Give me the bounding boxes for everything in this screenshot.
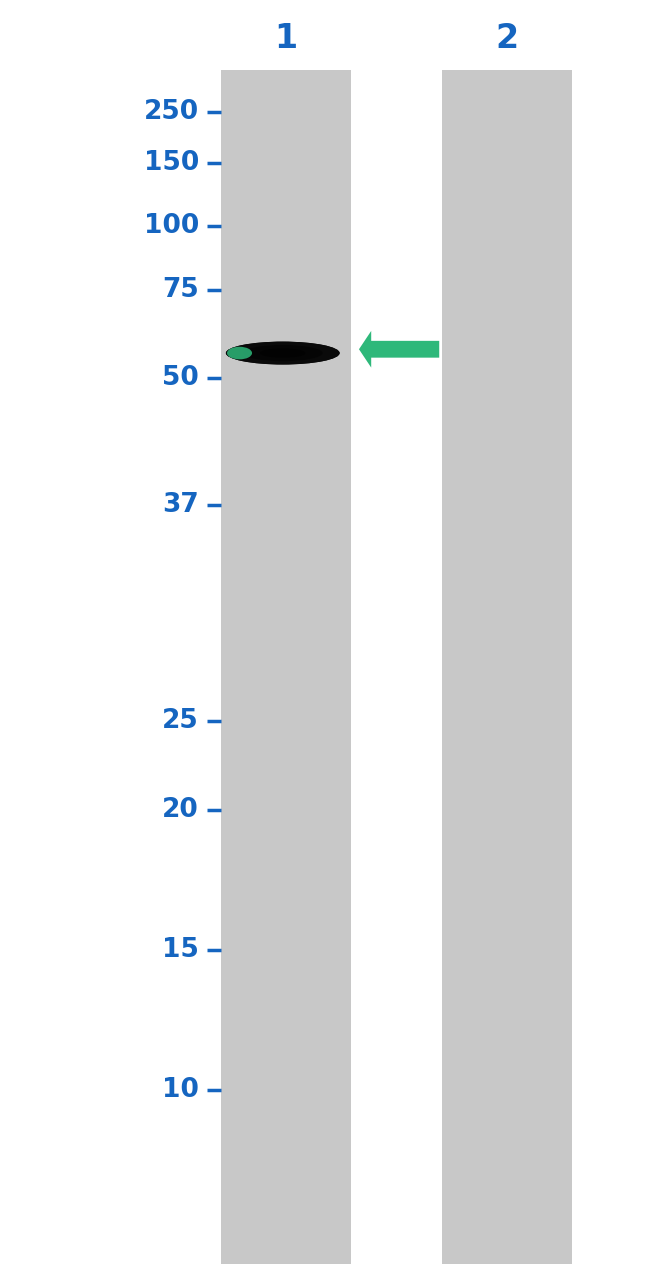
Text: 25: 25 bbox=[162, 709, 199, 734]
Bar bbox=[442, 70, 572, 1264]
Ellipse shape bbox=[227, 347, 252, 359]
Text: 100: 100 bbox=[144, 213, 199, 239]
Text: 10: 10 bbox=[162, 1077, 199, 1102]
Ellipse shape bbox=[260, 348, 306, 358]
Ellipse shape bbox=[226, 342, 339, 364]
Text: 50: 50 bbox=[162, 366, 199, 391]
Text: 37: 37 bbox=[162, 493, 199, 518]
Text: 15: 15 bbox=[162, 937, 199, 963]
Text: 150: 150 bbox=[144, 150, 199, 175]
Bar bbox=[351, 70, 442, 1264]
Text: 2: 2 bbox=[495, 22, 519, 55]
Bar bbox=[221, 70, 351, 1264]
Text: 75: 75 bbox=[162, 277, 199, 302]
Ellipse shape bbox=[243, 345, 322, 361]
Text: 1: 1 bbox=[274, 22, 298, 55]
Text: 20: 20 bbox=[162, 798, 199, 823]
Text: 250: 250 bbox=[144, 99, 199, 124]
Ellipse shape bbox=[226, 342, 339, 364]
